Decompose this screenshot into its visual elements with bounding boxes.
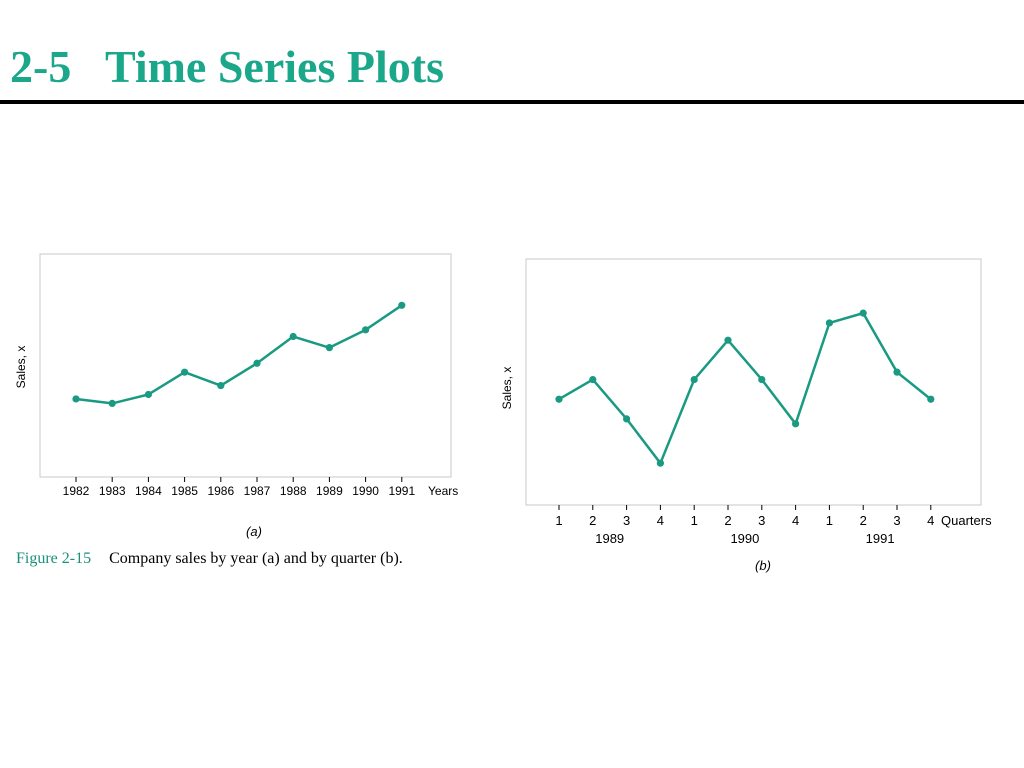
chart-a-tick-label: 1989 [316, 484, 343, 498]
chart-a-tick-label: 1986 [207, 484, 234, 498]
chart-b-tick-label: 2 [589, 513, 596, 528]
chart-b-year-label: 1989 [595, 531, 624, 546]
caption-label: Figure 2-15 [16, 550, 92, 567]
chart-b-point [792, 420, 800, 428]
chart-b-point [690, 375, 698, 384]
chart-a-frame [39, 253, 452, 478]
chart-b-panel-label: (b) [755, 558, 771, 573]
chart-b-year-label: 1990 [730, 531, 759, 546]
chart-a-point [362, 326, 370, 334]
title-divider [0, 100, 1024, 104]
chart-b-point [927, 395, 935, 403]
chart-a-point [325, 344, 333, 352]
chart-a-point [289, 332, 297, 341]
chart-b-tick-label: 1 [555, 513, 562, 528]
chart-a-xlabel: Years [428, 484, 458, 498]
chart-b-point [555, 395, 563, 403]
chart-b-point [825, 319, 834, 327]
chart-b-year-label: 1991 [866, 531, 895, 546]
chart-a-panel-label: (a) [246, 524, 262, 539]
chart-a-series-line [75, 304, 403, 405]
chart-b-point [859, 309, 867, 317]
chart-a: Sales, x Years (a) 1982 1983 1984 1985 1986 1… [14, 253, 458, 539]
chart-b-frame [525, 258, 982, 506]
chart-a-point [253, 359, 261, 367]
chart-a-point [72, 395, 80, 403]
chart-a-point [108, 399, 116, 408]
chart-b-point [589, 375, 597, 384]
chart-b-tick-label: 3 [758, 513, 765, 528]
chart-b-tick-label: 4 [927, 513, 934, 528]
chart-b-ylabel: Sales, x [500, 367, 514, 410]
chart-a-tick-label: 1982 [63, 484, 90, 498]
chart-a-tick-label: 1984 [135, 484, 162, 498]
chart-b-tick-label: 1 [826, 513, 833, 528]
chart-b-point [758, 375, 766, 384]
chart-b-point [623, 415, 631, 423]
chart-b-point [893, 368, 901, 376]
figure-caption: Figure 2-15 Company sales by year (a) and… [16, 550, 403, 568]
figure-time-series: Sales, x Years (a) 1982 1983 1984 1985 1986 1… [14, 253, 992, 573]
chart-b-tick-label: 2 [860, 513, 867, 528]
chart-a-point [398, 301, 406, 309]
chart-a-tick-label: 1988 [280, 484, 307, 498]
chart-a-point [181, 368, 189, 376]
chart-a-tick-label: 1990 [352, 484, 379, 498]
chart-b-tick-label: 4 [657, 513, 664, 528]
chart-a-tick-label: 1987 [244, 484, 271, 498]
chart-a-tick-label: 1991 [388, 484, 415, 498]
chart-b-tick-label: 2 [724, 513, 731, 528]
chart-a-tick-label: 1983 [99, 484, 126, 498]
chart-b-tick-label: 3 [893, 513, 900, 528]
chart-a-point [217, 381, 225, 390]
chart-b-tick-label: 4 [792, 513, 799, 528]
chart-b-point [656, 459, 665, 467]
chart-b-tick-label: 1 [691, 513, 698, 528]
chart-a-point [144, 390, 152, 399]
chart-b: Sales, x Quarters (b) 1 2 3 4 1 2 3 4 1 2 3 4 1989 1… [500, 258, 992, 573]
caption-text: Company sales by year (a) and by quarter… [109, 550, 403, 567]
slide-title: 2-5 Time Series Plots [10, 41, 444, 92]
chart-a-ylabel: Sales, x [14, 346, 28, 389]
chart-b-tick-label: 3 [623, 513, 630, 528]
chart-a-tick-label: 1985 [171, 484, 198, 498]
chart-b-xlabel: Quarters [941, 513, 992, 528]
chart-b-series-line [558, 311, 932, 465]
chart-b-point [724, 336, 732, 344]
